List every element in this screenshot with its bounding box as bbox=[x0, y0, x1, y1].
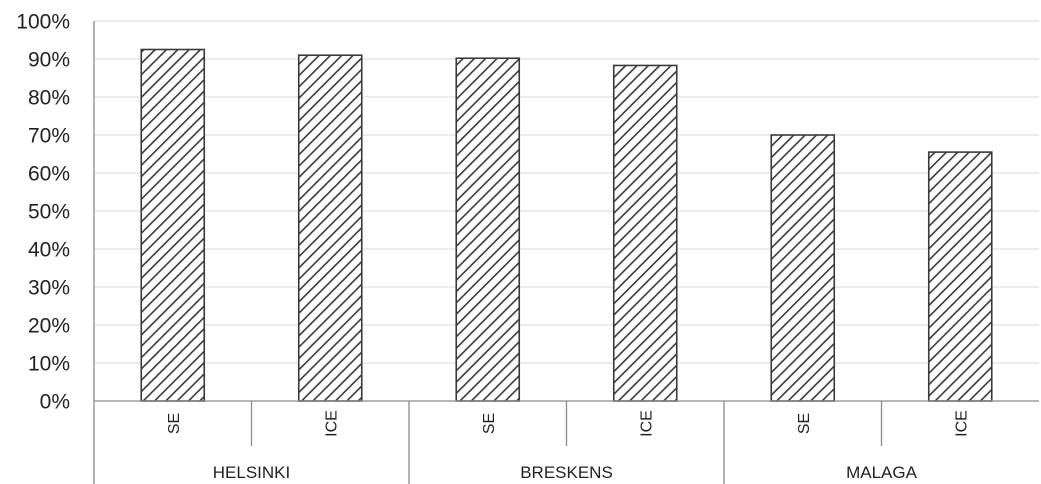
y-tick-label: 60% bbox=[28, 163, 70, 186]
group-label: BRESKENS bbox=[520, 463, 613, 482]
y-tick-label: 0% bbox=[40, 391, 70, 414]
x-tick-label: ICE bbox=[953, 410, 970, 437]
gridlines bbox=[94, 20, 1039, 364]
y-tick-label: 40% bbox=[28, 239, 70, 262]
bar bbox=[770, 134, 836, 402]
y-tick-label: 50% bbox=[28, 201, 70, 224]
x-tick-label: ICE bbox=[638, 410, 655, 437]
group-label: MALAGA bbox=[846, 463, 918, 482]
x-tick-label: SE bbox=[481, 413, 498, 434]
axes bbox=[93, 21, 1039, 484]
y-tick-label: 100% bbox=[16, 11, 70, 34]
y-tick-label: 10% bbox=[28, 353, 70, 376]
bar bbox=[140, 48, 206, 402]
group-label: HELSINKI bbox=[213, 463, 290, 482]
bars bbox=[140, 48, 993, 402]
bar bbox=[455, 57, 521, 402]
y-tick-label: 90% bbox=[28, 49, 70, 72]
x-tick-label: SE bbox=[166, 413, 183, 434]
bar bbox=[927, 151, 993, 402]
y-tick-label: 20% bbox=[28, 315, 70, 338]
tick-labels: 0% 10% 20% 30% 40% 50% 60% 70% 80% 90% 100% SE ICE SE… bbox=[16, 11, 970, 483]
x-tick-label: ICE bbox=[323, 410, 340, 437]
x-tick-label: SE bbox=[796, 413, 813, 434]
bar bbox=[297, 54, 363, 402]
y-tick-label: 70% bbox=[28, 125, 70, 148]
bar bbox=[612, 64, 678, 402]
y-tick-label: 30% bbox=[28, 277, 70, 300]
y-tick-label: 80% bbox=[28, 87, 70, 110]
